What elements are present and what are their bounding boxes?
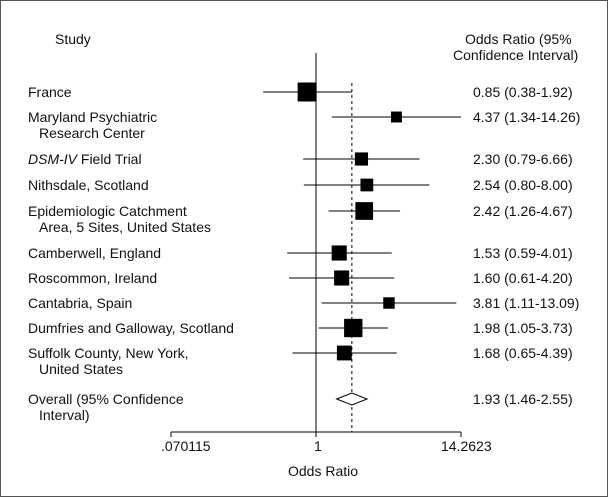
odds-ratio-value: 1.93 (1.46-2.55)	[473, 391, 573, 407]
overall-diamond	[335, 392, 369, 406]
x-tick-label: 14.2623	[441, 438, 492, 454]
study-label-line: Research Center	[39, 125, 145, 141]
point-estimate-square	[383, 297, 395, 309]
odds-ratio-value: 2.54 (0.80-8.00)	[473, 177, 573, 193]
x-tick-label: .070115	[161, 438, 211, 454]
study-label-line: United States	[39, 361, 124, 377]
study-label: DSM-IV Field Trial	[28, 151, 142, 167]
study-label-line: DSM-IV Field Trial	[28, 151, 142, 167]
study-label: Nithsdale, Scotland	[28, 177, 149, 193]
study-label-line: Suffolk County, New York,	[28, 345, 189, 361]
study-label-line: Camberwell, England	[28, 245, 162, 261]
study-label: Suffolk County, New York, United States	[28, 345, 189, 377]
study-label: France	[28, 84, 72, 100]
point-estimate-square	[334, 270, 350, 286]
odds-ratio-value: 1.53 (0.59-4.01)	[473, 245, 573, 261]
point-estimate-square	[331, 245, 347, 261]
point-estimate-square	[355, 202, 374, 220]
odds-ratio-value: 1.68 (0.65-4.39)	[473, 345, 573, 361]
odds-ratio-header-line2: Confidence Interval)	[453, 47, 579, 63]
study-label-line: Maryland Psychiatric	[28, 109, 158, 125]
study-label: Roscommon, Ireland	[28, 270, 157, 286]
x-axis-title: Odds Ratio	[288, 463, 359, 479]
study-label-line: Overall (95% Confidence	[28, 391, 184, 407]
study-label-line: Interval)	[39, 407, 90, 423]
study-label-line: Roscommon, Ireland	[28, 270, 158, 286]
study-label-line: Epidemiologic Catchment	[28, 203, 187, 219]
study-label-line: Cantabria, Spain	[28, 295, 133, 311]
odds-ratio-value: 3.81 (1.11-13.09)	[473, 295, 580, 311]
odds-ratio-value: 2.42 (1.26-4.67)	[473, 203, 573, 219]
point-estimate-square	[354, 152, 369, 166]
study-label: Dumfries and Galloway, Scotland	[28, 320, 234, 336]
x-tick-label: 1	[314, 438, 322, 454]
point-estimate-square	[297, 82, 317, 102]
study-label: Maryland Psychiatric Research Center	[28, 109, 157, 141]
italic-abbreviation: DSM-IV	[28, 151, 77, 167]
study-label: Overall (95% Confidence Interval)	[28, 391, 184, 423]
odds-ratio-value: 0.85 (0.38-1.92)	[473, 84, 573, 100]
study-column-header: Study	[55, 31, 91, 47]
point-estimate-square	[360, 178, 374, 192]
odds-ratio-value: 1.60 (0.61-4.20)	[473, 270, 573, 286]
point-estimate-square	[390, 111, 402, 123]
point-estimate-square	[344, 318, 363, 338]
study-label-line: Dumfries and Galloway, Scotland	[28, 320, 234, 336]
study-label: Cantabria, Spain	[28, 295, 132, 311]
odds-ratio-value: 1.98 (1.05-3.73)	[473, 320, 573, 336]
odds-ratio-value: 2.30 (0.79-6.66)	[473, 151, 573, 167]
study-label-line: Nithsdale, Scotland	[28, 177, 149, 193]
study-label-line: France	[28, 84, 72, 100]
study-label-line: Area, 5 Sites, United States	[39, 219, 211, 235]
odds-ratio-header-line1: Odds Ratio (95%	[465, 31, 572, 47]
odds-ratio-value: 4.37 (1.34-14.26)	[473, 109, 581, 125]
point-estimate-square	[336, 345, 352, 361]
study-label: Camberwell, England	[28, 245, 161, 261]
study-label: Epidemiologic Catchment Area, 5 Sites, Un…	[28, 203, 211, 235]
